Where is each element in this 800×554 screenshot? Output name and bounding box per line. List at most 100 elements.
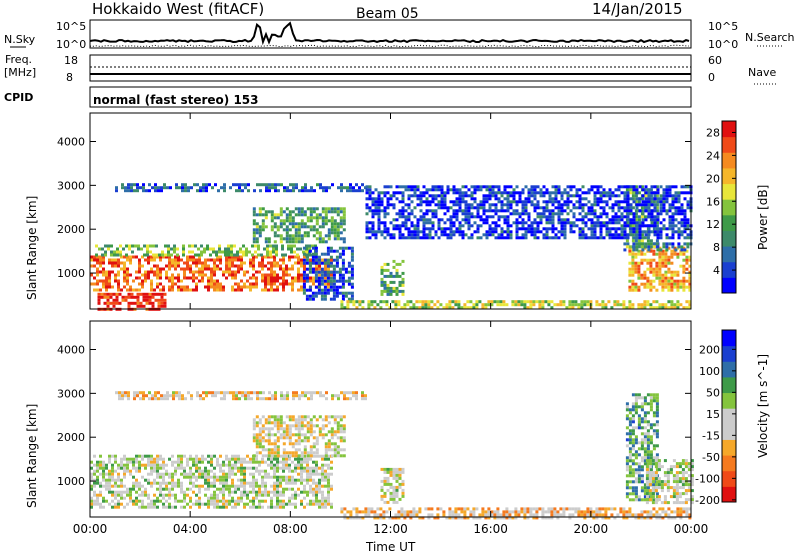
power-cell	[437, 206, 441, 210]
power-cell	[406, 303, 410, 307]
power-cell	[617, 233, 621, 237]
power-cell	[157, 298, 161, 302]
power-cell	[629, 218, 633, 222]
power-cell	[631, 239, 635, 243]
power-cell	[494, 185, 498, 189]
power-cell	[631, 273, 635, 277]
power-cell	[647, 203, 651, 207]
velocity-cell	[147, 454, 150, 458]
power-cell	[195, 261, 198, 265]
power-cell	[371, 224, 375, 228]
power-cell	[265, 186, 268, 190]
power-cell	[160, 295, 164, 299]
power-cell	[467, 194, 471, 198]
power-cell	[605, 203, 609, 207]
power-cell	[421, 306, 425, 310]
velocity-cell	[225, 457, 228, 461]
velocity-cell	[300, 475, 303, 479]
power-cell	[623, 242, 627, 246]
power-cell	[308, 288, 312, 292]
power-cell	[539, 191, 543, 195]
velocity-cell	[264, 490, 267, 494]
power-cell	[352, 300, 356, 304]
velocity-cell	[315, 496, 318, 500]
velocity-cell	[415, 513, 419, 517]
velocity-cell	[321, 472, 324, 476]
power-cell	[255, 285, 258, 289]
power-cell	[171, 264, 174, 268]
power-cell	[121, 183, 124, 187]
power-cell	[443, 197, 447, 201]
power-cell	[142, 183, 145, 187]
power-cell	[270, 288, 273, 292]
velocity-cell	[93, 499, 96, 503]
power-cell	[458, 203, 462, 207]
power-cell	[131, 244, 134, 248]
power-cell	[299, 247, 302, 251]
power-cell	[593, 185, 597, 189]
power-cell	[661, 261, 665, 265]
velocity-cell	[327, 493, 330, 497]
velocity-cell	[380, 488, 384, 492]
power-cell	[116, 250, 119, 254]
velocity-cell	[625, 408, 629, 412]
power-cell	[509, 236, 513, 240]
velocity-cell	[147, 460, 150, 464]
freq-panel: Freq. [MHz] 18 8 60 0 Nave	[4, 53, 776, 85]
velocity-cell	[478, 513, 482, 517]
power-cell	[207, 279, 210, 283]
power-cell	[332, 297, 336, 301]
velocity-cell	[324, 484, 327, 488]
velocity-cell	[291, 496, 294, 500]
velocity-cell	[189, 478, 192, 482]
velocity-cell	[487, 513, 491, 517]
velocity-cell	[568, 516, 572, 520]
power-cell	[482, 203, 486, 207]
power-cell	[683, 212, 687, 216]
velocity-cell	[90, 496, 93, 500]
power-cell	[183, 273, 186, 277]
power-cell	[581, 227, 585, 231]
power-cell	[617, 185, 621, 189]
power-cell	[347, 270, 351, 274]
power-cell	[623, 230, 627, 234]
velocity-cell	[595, 516, 599, 520]
velocity-cell	[102, 478, 105, 482]
power-cell	[422, 218, 426, 222]
power-cell	[152, 244, 155, 248]
power-cell	[306, 231, 310, 235]
power-cell	[395, 191, 399, 195]
velocity-cell	[165, 505, 168, 509]
velocity-cell	[330, 487, 333, 491]
power-cell	[571, 303, 575, 307]
power-cell	[545, 191, 549, 195]
power-cell	[144, 279, 147, 283]
velocity-cell	[270, 496, 273, 500]
power-cell	[541, 303, 545, 307]
velocity-cell	[213, 478, 216, 482]
power-cell	[168, 276, 171, 280]
power-cell	[332, 279, 336, 283]
velocity-cell	[252, 499, 255, 503]
power-cell	[380, 221, 384, 225]
velocity-cell	[315, 463, 318, 467]
power-cell	[358, 189, 361, 193]
velocity-cell	[324, 448, 328, 452]
power-cell	[506, 221, 510, 225]
power-cell	[652, 242, 656, 246]
power-cell	[114, 258, 117, 262]
velocity-cell	[174, 499, 177, 503]
velocity-cell	[231, 499, 234, 503]
power-cell	[309, 213, 313, 217]
power-cell	[305, 247, 308, 251]
velocity-cell	[306, 451, 310, 455]
power-cell	[93, 282, 96, 286]
power-cell	[533, 203, 537, 207]
velocity-cell	[493, 513, 497, 517]
power-cell	[458, 221, 462, 225]
power-cell	[656, 212, 660, 216]
velocity-cell	[180, 505, 183, 509]
velocity-cell	[598, 507, 602, 511]
power-cell	[647, 215, 651, 219]
power-cell	[431, 209, 435, 213]
